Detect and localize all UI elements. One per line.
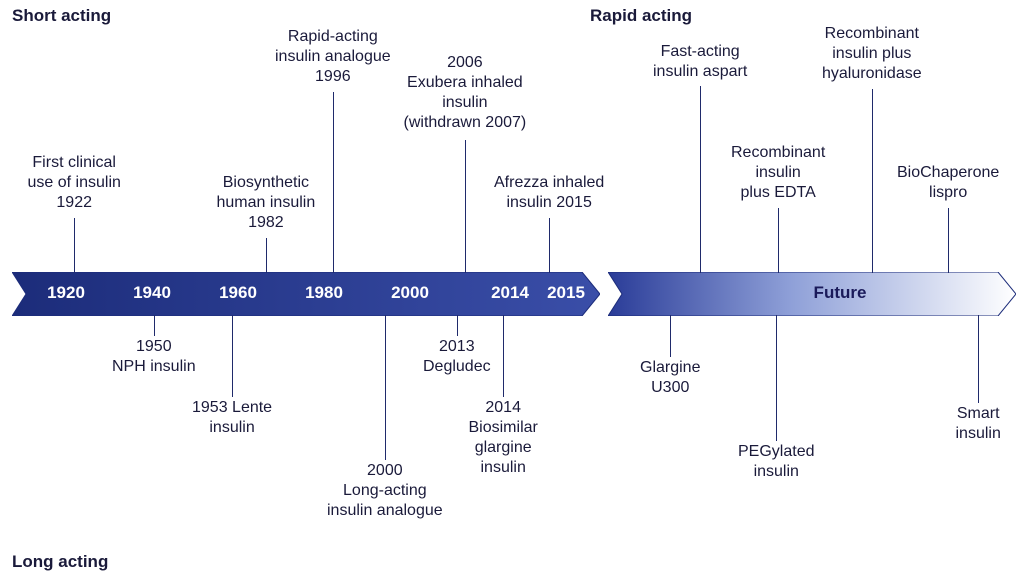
- event-label-line: PEGylated: [738, 442, 814, 462]
- event-label: Recombinantinsulin plushyaluronidase: [822, 24, 922, 84]
- timeline-arrow-future: [608, 272, 1016, 316]
- event-label-line: Exubera inhaled: [404, 73, 527, 93]
- event-label-line: NPH insulin: [112, 357, 196, 377]
- event-label-line: 1922: [28, 193, 121, 213]
- event-stem: [948, 208, 949, 273]
- event-label: Fast-actinginsulin aspart: [653, 42, 747, 82]
- event-label-line: Long-acting: [327, 481, 443, 501]
- heading-long-acting: Long acting: [12, 552, 108, 572]
- event-stem: [872, 89, 873, 273]
- event-label-line: Degludec: [423, 357, 491, 377]
- event-label: 2013Degludec: [423, 337, 491, 377]
- event-stem: [503, 315, 504, 397]
- event-label-line: insulin: [404, 93, 527, 113]
- event-label-line: insulin: [956, 424, 1001, 444]
- event-label-line: Biosimilar: [469, 418, 538, 438]
- event-label: 2014Biosimilarglargineinsulin: [469, 398, 538, 478]
- event-label-line: Fast-acting: [653, 42, 747, 62]
- event-label: Rapid-actinginsulin analogue1996: [275, 27, 391, 87]
- event-stem: [700, 86, 701, 273]
- event-label-line: insulin: [469, 458, 538, 478]
- event-label-line: Rapid-acting: [275, 27, 391, 47]
- event-label-line: insulin analogue: [275, 47, 391, 67]
- event-label: Smartinsulin: [956, 404, 1001, 444]
- event-label: Biosynthetichuman insulin1982: [217, 173, 316, 233]
- event-label: PEGylatedinsulin: [738, 442, 814, 482]
- event-stem: [74, 218, 75, 273]
- event-stem: [549, 218, 550, 273]
- event-label: 2000Long-actinginsulin analogue: [327, 461, 443, 521]
- event-label-line: insulin: [738, 462, 814, 482]
- event-label: Afrezza inhaledinsulin 2015: [494, 173, 604, 213]
- event-stem: [670, 315, 671, 357]
- event-label-line: insulin analogue: [327, 501, 443, 521]
- event-label-line: Smart: [956, 404, 1001, 424]
- event-stem: [978, 315, 979, 403]
- event-label-line: 2014: [469, 398, 538, 418]
- event-label-line: insulin plus: [822, 44, 922, 64]
- event-label-line: Afrezza inhaled: [494, 173, 604, 193]
- event-label-line: BioChaperone: [897, 163, 999, 183]
- event-label-line: insulin: [731, 163, 825, 183]
- event-label: GlargineU300: [640, 358, 700, 398]
- event-stem: [457, 315, 458, 336]
- event-label-line: 2000: [327, 461, 443, 481]
- event-label-line: glargine: [469, 438, 538, 458]
- event-label-line: human insulin: [217, 193, 316, 213]
- event-stem: [154, 315, 155, 336]
- event-label-line: 2006: [404, 53, 527, 73]
- event-label-line: use of insulin: [28, 173, 121, 193]
- event-label-line: 2013: [423, 337, 491, 357]
- event-label-line: insulin 2015: [494, 193, 604, 213]
- event-label-line: (withdrawn 2007): [404, 113, 527, 133]
- event-label-line: First clinical: [28, 153, 121, 173]
- event-label: 2006Exubera inhaledinsulin(withdrawn 200…: [404, 53, 527, 133]
- event-stem: [776, 315, 777, 441]
- event-label-line: Biosynthetic: [217, 173, 316, 193]
- heading-rapid-acting: Rapid acting: [590, 6, 692, 26]
- event-label: 1950NPH insulin: [112, 337, 196, 377]
- event-stem: [778, 208, 779, 273]
- event-label: First clinicaluse of insulin1922: [28, 153, 121, 213]
- event-stem: [333, 92, 334, 273]
- event-stem: [385, 315, 386, 460]
- event-stem: [465, 140, 466, 273]
- event-label-line: 1982: [217, 213, 316, 233]
- event-label-line: 1953 Lente: [192, 398, 272, 418]
- event-label-line: U300: [640, 378, 700, 398]
- event-label-line: hyaluronidase: [822, 64, 922, 84]
- event-label-line: Recombinant: [822, 24, 922, 44]
- event-label-line: Glargine: [640, 358, 700, 378]
- event-label-line: lispro: [897, 183, 999, 203]
- heading-short-acting: Short acting: [12, 6, 111, 26]
- event-label-line: 1950: [112, 337, 196, 357]
- event-label: Recombinantinsulinplus EDTA: [731, 143, 825, 203]
- event-label-line: 1996: [275, 67, 391, 87]
- event-label-line: insulin aspart: [653, 62, 747, 82]
- event-label-line: Recombinant: [731, 143, 825, 163]
- event-label: 1953 Lenteinsulin: [192, 398, 272, 438]
- event-stem: [266, 238, 267, 273]
- event-label-line: insulin: [192, 418, 272, 438]
- event-stem: [232, 315, 233, 397]
- timeline-arrow-past: [12, 272, 600, 316]
- future-label: Future: [814, 283, 867, 303]
- event-label-line: plus EDTA: [731, 183, 825, 203]
- event-label: BioChaperonelispro: [897, 163, 999, 203]
- timeline-axis: [0, 272, 1024, 316]
